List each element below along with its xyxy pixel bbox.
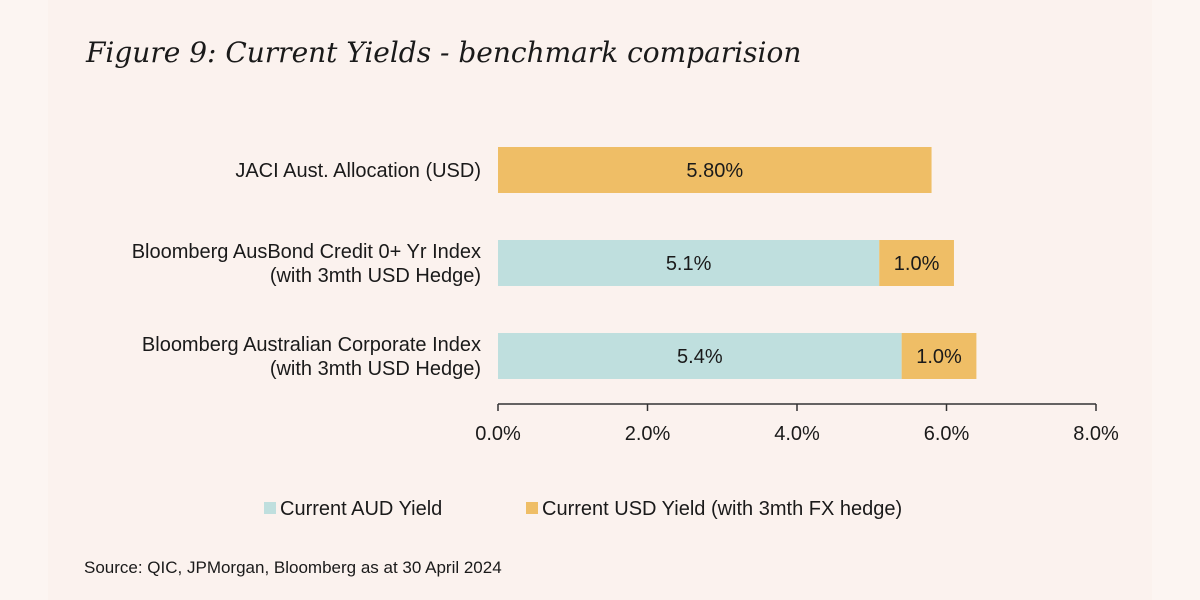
data-label: 5.4% bbox=[677, 346, 723, 368]
legend-swatch-usd bbox=[526, 502, 538, 514]
data-label: 5.80% bbox=[686, 160, 743, 182]
x-tick-label: 8.0% bbox=[1073, 423, 1119, 445]
category-label: Bloomberg AusBond Credit 0+ Yr Index bbox=[132, 241, 481, 263]
category-labels: JACI Aust. Allocation (USD) Bloomberg Aus… bbox=[132, 160, 481, 380]
bar-usd-2 bbox=[901, 333, 977, 379]
x-tick-label: 4.0% bbox=[774, 423, 820, 445]
x-tick-label: 2.0% bbox=[625, 423, 671, 445]
x-axis: 0.0% 2.0% 4.0% 6.0% 8.0% bbox=[475, 403, 1119, 445]
bar-usd-0 bbox=[498, 147, 932, 193]
legend: Current AUD Yield Current USD Yield (with… bbox=[264, 498, 902, 520]
category-label: Bloomberg Australian Corporate Index bbox=[142, 334, 481, 356]
data-label: 1.0% bbox=[916, 346, 962, 368]
legend-label: Current USD Yield (with 3mth FX hedge) bbox=[542, 498, 902, 520]
chart-title: Figure 9: Current Yields - benchmark com… bbox=[86, 36, 802, 69]
legend-swatch-aud bbox=[264, 502, 276, 514]
bar-aud-2 bbox=[498, 333, 902, 379]
data-label: 5.1% bbox=[666, 253, 712, 275]
category-label: JACI Aust. Allocation (USD) bbox=[235, 160, 481, 182]
category-label: (with 3mth USD Hedge) bbox=[270, 265, 481, 287]
legend-label: Current AUD Yield bbox=[280, 498, 442, 520]
bar-usd-1 bbox=[879, 240, 954, 286]
x-tick-label: 0.0% bbox=[475, 423, 521, 445]
data-label: 1.0% bbox=[894, 253, 940, 275]
x-tick-label: 6.0% bbox=[924, 423, 970, 445]
source-note: Source: QIC, JPMorgan, Bloomberg as at 3… bbox=[84, 558, 502, 577]
chart-panel bbox=[48, 0, 1152, 600]
category-label: (with 3mth USD Hedge) bbox=[270, 358, 481, 380]
bar-aud-1 bbox=[498, 240, 880, 286]
bars-layer: 5.80% 5.1% 1.0% 5.4% 1.0% bbox=[498, 147, 977, 379]
